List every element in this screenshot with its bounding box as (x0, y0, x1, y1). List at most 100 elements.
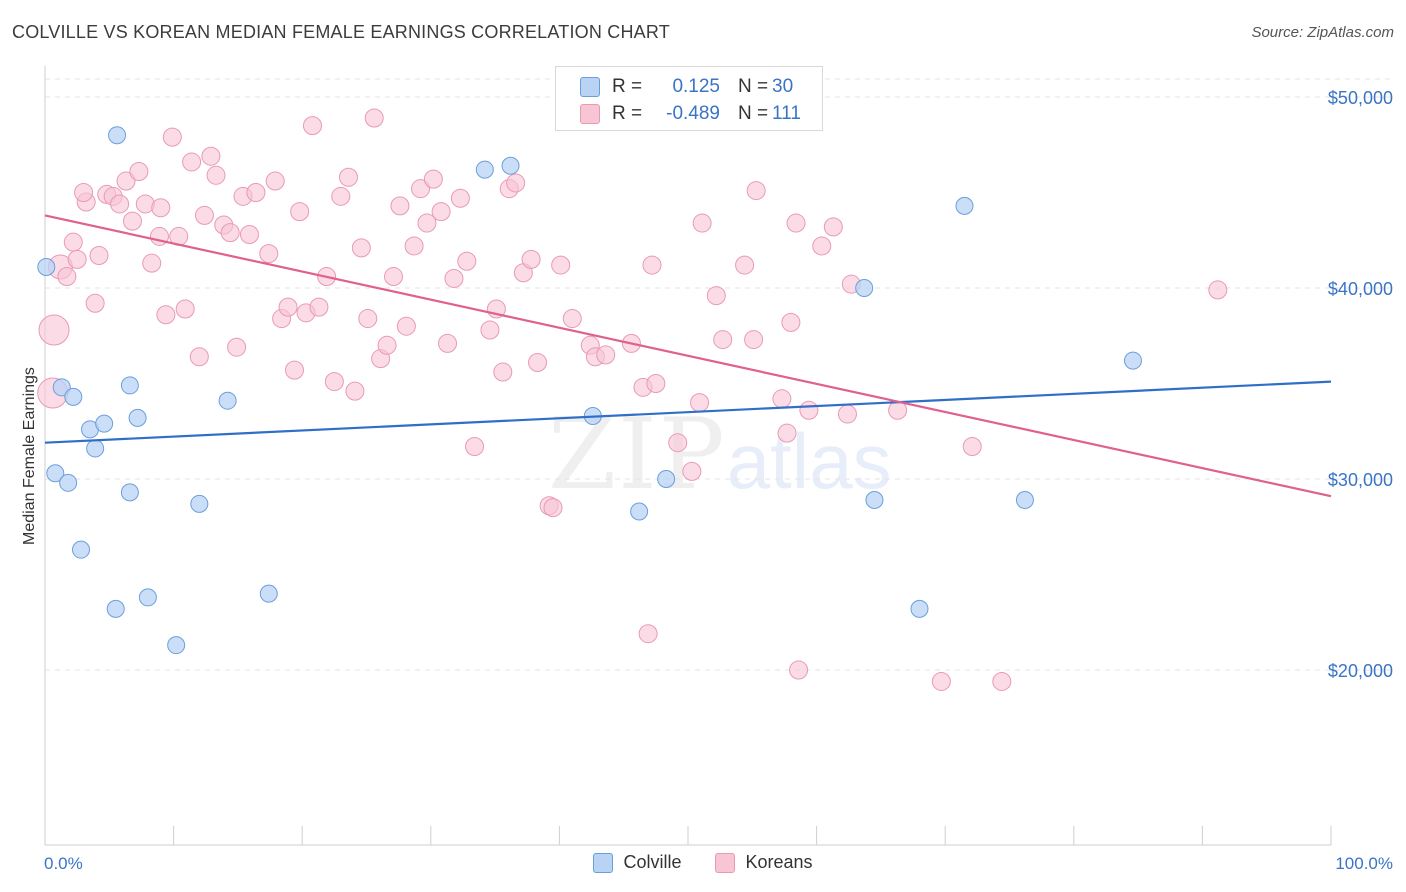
koreans-point (837, 404, 857, 424)
koreans-point (259, 244, 279, 264)
trend-lines (44, 214, 1332, 498)
koreans-point (331, 186, 351, 206)
koreans-point (450, 188, 470, 208)
koreans-point (1208, 280, 1228, 300)
koreans-point (227, 337, 247, 357)
koreans-point (85, 293, 105, 313)
colville-point (138, 588, 157, 607)
koreans-point (746, 181, 766, 201)
y-tick-label: $50,000 (1328, 88, 1393, 108)
koreans-point (122, 211, 142, 231)
legend-label-colville: Colville (623, 852, 682, 872)
koreans-point (411, 179, 431, 199)
koreans-point (521, 249, 541, 269)
r-value: -0.489 (666, 103, 720, 124)
colville-point (630, 502, 649, 521)
koreans-point (528, 352, 548, 372)
koreans-point (351, 238, 371, 258)
koreans-point (345, 381, 365, 401)
koreans-point (781, 312, 801, 332)
koreans-point (206, 165, 226, 185)
koreans-point (302, 116, 322, 136)
koreans-point (239, 225, 259, 245)
colville-point (46, 464, 65, 483)
n-value: 30 (772, 76, 794, 97)
koreans-point (431, 202, 451, 222)
y-tick-labels: $20,000 $30,000 $40,000 $50,000 (1328, 88, 1393, 681)
y-axis-label: Median Female Earnings (21, 367, 38, 545)
colville-point (108, 126, 127, 145)
n-value: 111 (772, 103, 801, 124)
x-tick-label: 0.0% (44, 854, 83, 873)
colville-point (64, 387, 83, 406)
koreans-point (364, 108, 384, 128)
legend-item-koreans: Koreans (715, 852, 813, 873)
koreans-point (777, 423, 797, 443)
koreans-point (417, 213, 437, 233)
koreans-point (129, 161, 149, 181)
koreans-point (480, 320, 500, 340)
koreans-point (182, 152, 202, 172)
koreans-point (423, 169, 443, 189)
watermark-atlas: atlas (726, 417, 892, 505)
koreans-point (57, 267, 77, 287)
koreans-point (551, 255, 571, 275)
koreans-point (89, 246, 109, 266)
koreans-point (786, 213, 806, 233)
correlation-legend: R = 0.125 N = 30 R = -0.489 N = 111 (555, 66, 823, 131)
koreans-point (246, 183, 266, 202)
koreans-point (642, 255, 662, 275)
colville-point (86, 439, 105, 458)
koreans-point (772, 389, 792, 409)
colville-points (37, 126, 1142, 655)
koreans-point (682, 461, 702, 481)
koreans-point (116, 171, 136, 191)
n-label: N = (738, 103, 769, 124)
koreans-point (493, 362, 513, 382)
koreans-point (638, 624, 658, 644)
colville-point (95, 414, 114, 433)
colville-point (259, 584, 278, 603)
y-tick-label: $20,000 (1328, 661, 1393, 681)
koreans-point (706, 286, 726, 306)
koreans-point (404, 236, 424, 256)
grid-lines (45, 78, 1393, 671)
koreans-point (358, 309, 378, 329)
koreans-point (110, 194, 130, 214)
koreans-trend-line (44, 214, 1332, 498)
colville-point (106, 599, 125, 618)
legend-row-koreans: R = -0.489 N = 111 (580, 102, 801, 126)
x-tick-label: 100.0% (1335, 854, 1393, 873)
colville-point (1015, 491, 1034, 510)
r-label: R = (612, 76, 643, 97)
koreans-point (38, 314, 70, 346)
colville-trend-line (44, 380, 1332, 444)
koreans-point (324, 372, 344, 392)
colville-swatch (593, 852, 614, 873)
colville-point (52, 378, 71, 397)
koreans-point (396, 316, 416, 336)
koreans-point (562, 309, 582, 329)
colville-point (72, 540, 91, 559)
koreans-point (713, 330, 733, 350)
koreans-point (284, 360, 304, 380)
koreans-point (744, 330, 764, 350)
series-legend: Colville Koreans (0, 852, 1406, 873)
koreans-point (692, 213, 712, 233)
koreans-point (596, 345, 616, 365)
colville-swatch (580, 77, 600, 97)
colville-point (910, 599, 929, 618)
colville-point (865, 491, 884, 510)
colville-point (855, 279, 874, 297)
koreans-point (162, 127, 182, 147)
chart-source: Source: ZipAtlas.com (1251, 24, 1394, 41)
koreans-point (438, 333, 458, 353)
koreans-point (278, 297, 298, 317)
koreans-point (142, 253, 162, 273)
colville-point (218, 391, 237, 410)
koreans-point (506, 173, 526, 193)
koreans-point (67, 249, 87, 269)
koreans-point (309, 297, 329, 317)
koreans-point (201, 146, 221, 166)
koreans-point (992, 671, 1012, 691)
